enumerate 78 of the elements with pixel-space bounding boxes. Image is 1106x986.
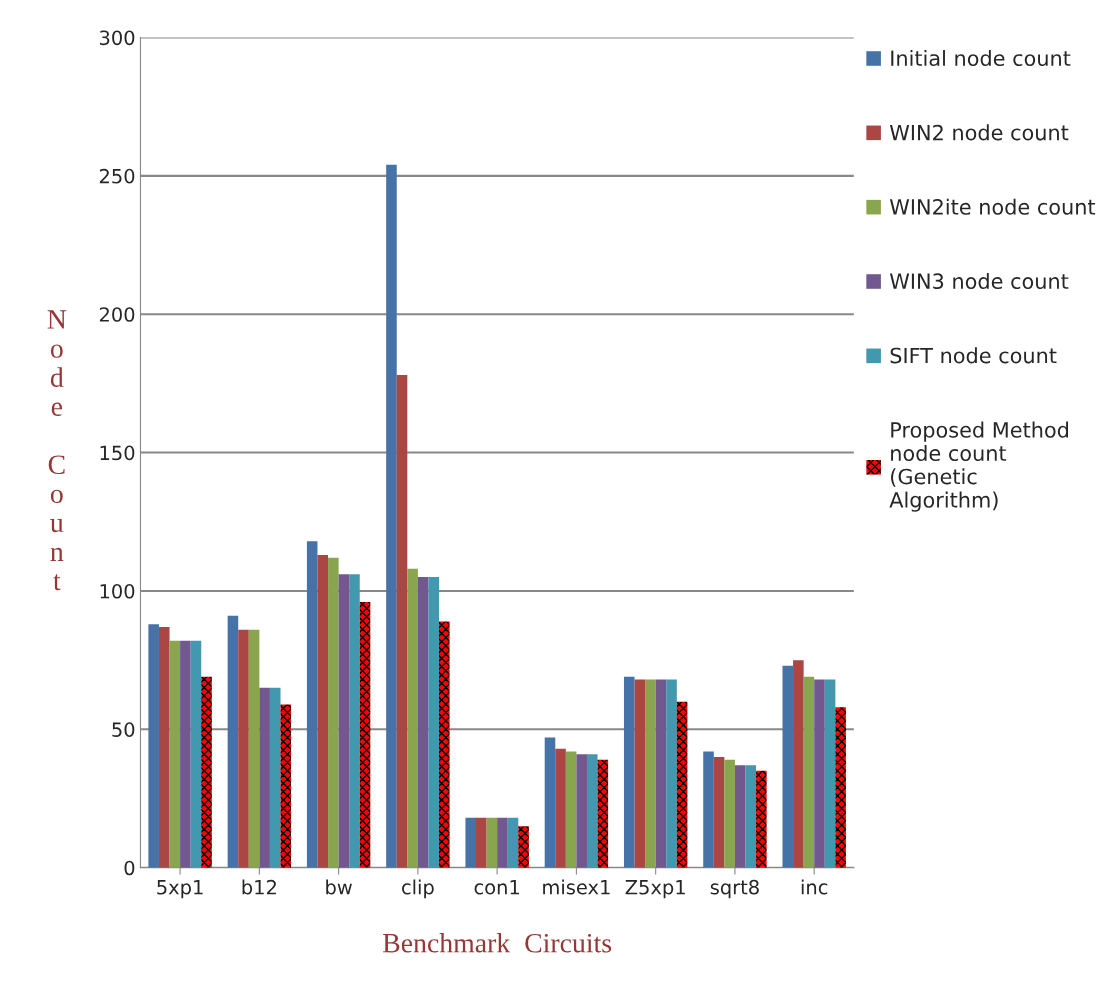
bar [328, 557, 339, 868]
bar [756, 770, 767, 868]
y-tick-label: 200 [99, 307, 135, 322]
y-tick-label: 50 [112, 722, 135, 737]
bar [734, 765, 746, 868]
bar [803, 676, 815, 868]
x-tick-label: 5xp1 [157, 880, 203, 899]
bar [835, 707, 846, 868]
bar [676, 701, 688, 868]
x-tick-label: bw [326, 879, 352, 895]
bar [645, 679, 656, 868]
bar [623, 676, 635, 868]
x-axis-title: Benchmark Circuits [383, 933, 612, 953]
bar [269, 687, 281, 868]
bar [703, 751, 714, 868]
legend-label: WIN2 node count [889, 124, 1069, 141]
bar [518, 826, 529, 868]
legend-label: SIFT node count [890, 347, 1057, 364]
bar [280, 704, 292, 868]
bar [148, 624, 159, 868]
bar [565, 751, 577, 868]
legend-label: WIN3 node count [889, 272, 1069, 290]
bar [745, 765, 757, 868]
bar [238, 629, 249, 868]
y-tick-label: 0 [124, 860, 135, 876]
bar [544, 737, 556, 868]
bar [793, 660, 804, 868]
text: Node Count [47, 310, 67, 591]
bar [338, 574, 350, 868]
bar [507, 817, 519, 868]
bar [359, 602, 371, 868]
bar [417, 577, 429, 868]
bar [396, 375, 408, 868]
x-tick-label: clip [402, 879, 434, 899]
x-tick-label: b12 [242, 879, 276, 895]
legend-label: Proposed Method node count (Genetic Algorithm) [889, 421, 1069, 512]
bar [259, 687, 270, 868]
bar [349, 574, 360, 868]
bar [814, 679, 825, 868]
bar [317, 554, 329, 868]
bar [201, 676, 212, 868]
bar [597, 759, 609, 868]
bar [486, 817, 498, 868]
x-tick-label: sqrt8 [710, 879, 759, 899]
bar [782, 665, 794, 868]
bar [180, 640, 191, 868]
bar [713, 756, 725, 868]
bar [576, 754, 587, 868]
bar [497, 817, 508, 868]
bar [555, 748, 566, 868]
x-tick-label: Z5xp1 [625, 880, 685, 899]
y-tick-label: 250 [99, 168, 135, 184]
y-tick-label: 300 [99, 30, 135, 46]
bar [386, 164, 397, 868]
y-tick-label: 100 [100, 583, 135, 599]
bar [227, 615, 239, 868]
bar [824, 679, 836, 868]
bar [476, 817, 487, 868]
x-tick-label: misex1 [543, 879, 610, 895]
bar [666, 679, 677, 868]
bar [655, 679, 667, 868]
bar [465, 817, 477, 868]
bar [158, 626, 170, 868]
y-tick-label: 150 [100, 445, 135, 461]
bar [724, 759, 735, 868]
legend-label: WIN2ite node count [889, 198, 1096, 215]
bar [169, 640, 181, 868]
x-tick-label: inc [801, 879, 828, 895]
bar [634, 679, 646, 868]
bar [407, 568, 418, 868]
bar [248, 629, 260, 868]
x-tick-label: con1 [474, 880, 519, 895]
bar [439, 621, 450, 868]
bar [586, 754, 598, 868]
legend-label: Initial node count [891, 49, 1071, 67]
bar [306, 541, 318, 868]
bar [428, 577, 440, 868]
bar [190, 640, 202, 868]
